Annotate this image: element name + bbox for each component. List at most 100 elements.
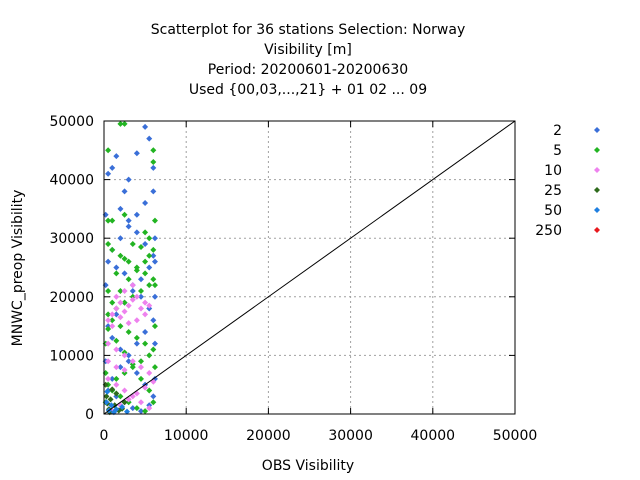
data-point-series-2 [117,235,124,242]
data-point-series-2 [142,328,149,335]
data-point-series-5 [150,159,157,166]
y-tick-label: 30000 [49,231,94,247]
data-point-series-5 [150,399,157,406]
data-point-series-5 [146,235,153,242]
data-point-series-10 [117,299,124,306]
data-point-series-10 [109,323,116,330]
data-point-series-2 [133,211,140,218]
data-point-series-5 [113,375,120,382]
data-point-series-2 [142,200,149,207]
legend-label-50: 50 [544,203,562,219]
data-point-series-5 [105,311,112,318]
data-point-series-5 [146,352,153,359]
data-point-series-2 [117,364,124,371]
data-point-series-2 [125,176,132,183]
legend-marker-10 [594,167,600,173]
data-point-series-5 [137,243,144,250]
data-point-series-5 [151,323,158,330]
data-point-series-10 [105,375,112,382]
data-point-series-2 [150,188,157,195]
data-point-series-10 [113,364,120,371]
data-point-series-10 [125,302,132,309]
chart-title-line-2: Visibility [m] [264,42,352,58]
legend-marker-2 [594,127,600,133]
x-tick-label: 0 [100,428,109,444]
y-axis-label: MNWC_preop Visibility [10,190,26,347]
data-point-series-5 [151,217,158,224]
data-point-series-50 [124,408,131,415]
data-point-series-10 [125,320,132,327]
data-point-series-5 [125,276,132,283]
data-point-series-10 [121,308,128,315]
data-point-series-10 [137,305,144,312]
data-point-series-5 [146,282,153,289]
data-point-series-2 [137,293,144,300]
data-point-series-10 [117,314,124,321]
data-point-series-5 [109,217,116,224]
data-point-series-10 [137,399,144,406]
diagonal-reference-line [103,120,516,415]
data-point-series-5 [133,267,140,274]
chart-title-line-4: Used {00,03,...,21} + 01 02 ... 09 [189,82,427,98]
data-point-series-2 [109,164,116,171]
data-point-series-2 [105,170,112,177]
data-point-series-50 [103,399,110,406]
data-point-series-5 [121,211,128,218]
legend-marker-250 [594,227,600,233]
data-point-series-5 [121,255,128,262]
data-point-series-2 [150,252,157,259]
data-point-series-5 [150,276,157,283]
data-point-series-10 [146,405,153,412]
data-point-series-5 [117,252,124,259]
data-point-series-5 [146,387,153,394]
axis-ticks: 0 10000 20000 30000 40000 50000 0 10000 20000 300… [49,114,537,444]
data-point-series-10 [113,346,120,353]
data-point-series-10 [129,358,136,365]
data-point-series-5 [121,120,128,127]
data-point-series-2 [133,340,140,347]
y-tick-label: 0 [85,407,94,423]
data-point-series-2 [133,369,140,376]
data-point-series-10 [146,369,153,376]
data-point-series-5 [137,375,144,382]
data-point-series-2 [105,258,112,265]
y-tick-label: 20000 [49,290,94,306]
data-point-series-5 [109,246,116,253]
data-point-series-5 [105,287,112,294]
data-point-series-2 [150,164,157,171]
data-point-series-2 [142,241,149,248]
data-point-series-10 [121,387,128,394]
data-point-series-5 [109,317,116,324]
data-point-series-2 [125,358,132,365]
data-point-series-2 [113,264,120,271]
data-point-series-5 [150,246,157,253]
legend-marker-25 [594,187,600,193]
data-point-series-2 [121,188,128,195]
legend-label-5: 5 [553,143,562,159]
data-point-series-5 [129,241,136,248]
data-point-series-10 [113,305,120,312]
data-point-series-2 [109,375,116,382]
data-point-series-10 [121,367,128,374]
data-point-series-2 [146,135,153,142]
data-point-series-2 [129,405,136,412]
data-point-series-5 [137,358,144,365]
data-point-series-5 [125,328,132,335]
chart-title-line-3: Period: 20200601-20200630 [208,62,408,78]
data-point-series-5 [133,405,140,412]
x-tick-label: 40000 [411,428,456,444]
y-tick-label: 50000 [49,114,94,130]
data-point-series-25 [107,396,114,403]
y-tick-label: 10000 [49,348,94,364]
data-point-series-10 [146,302,153,309]
data-point-series-2 [125,217,132,224]
data-point-series-5 [105,217,112,224]
legend-label-10: 10 [544,163,562,179]
x-tick-label: 50000 [493,428,538,444]
data-point-series-2 [151,340,158,347]
data-point-series-5 [146,252,153,259]
x-tick-label: 20000 [246,428,291,444]
data-point-series-5 [117,287,124,294]
data-point-series-5 [105,147,112,154]
